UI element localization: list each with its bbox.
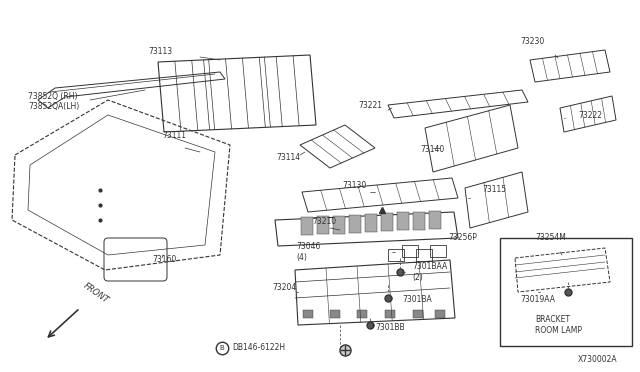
- Bar: [435, 310, 445, 318]
- Text: BRACKET
ROOM LAMP: BRACKET ROOM LAMP: [535, 315, 582, 335]
- Text: X730002A: X730002A: [578, 356, 618, 365]
- Text: 73115: 73115: [482, 186, 506, 195]
- Text: 7301BB: 7301BB: [375, 324, 404, 333]
- Bar: [349, 215, 361, 233]
- Text: 73204: 73204: [272, 283, 296, 292]
- Bar: [429, 211, 441, 229]
- Bar: [413, 310, 423, 318]
- Text: 73130: 73130: [342, 180, 366, 189]
- Text: 73113: 73113: [148, 48, 172, 57]
- Text: 7301BA: 7301BA: [402, 295, 432, 305]
- Bar: [301, 217, 313, 235]
- Text: 73160: 73160: [152, 256, 176, 264]
- Bar: [365, 214, 377, 232]
- Text: 7301BAA
(2): 7301BAA (2): [412, 262, 447, 282]
- Text: 73256P: 73256P: [448, 234, 477, 243]
- Text: B: B: [220, 345, 225, 351]
- Bar: [500, 238, 632, 346]
- Bar: [416, 249, 432, 261]
- Bar: [381, 213, 393, 231]
- Bar: [397, 212, 409, 230]
- Text: DB146-6122H: DB146-6122H: [232, 343, 285, 353]
- Bar: [430, 245, 446, 257]
- Text: 73230: 73230: [520, 38, 544, 46]
- Bar: [333, 216, 345, 234]
- Bar: [303, 310, 313, 318]
- Text: 73221: 73221: [358, 102, 382, 110]
- Bar: [385, 310, 395, 318]
- Bar: [402, 245, 418, 257]
- Text: 73852Q (RH)
73852QA(LH): 73852Q (RH) 73852QA(LH): [28, 92, 79, 111]
- Bar: [357, 310, 367, 318]
- Text: FRONT: FRONT: [82, 281, 111, 305]
- Bar: [330, 310, 340, 318]
- Text: 73114: 73114: [276, 153, 300, 161]
- Bar: [317, 217, 329, 234]
- Text: 73140: 73140: [420, 145, 444, 154]
- Bar: [388, 249, 404, 261]
- Text: 73254M: 73254M: [535, 234, 566, 243]
- Text: 73111: 73111: [162, 131, 186, 140]
- Text: 73222: 73222: [578, 110, 602, 119]
- Bar: [413, 212, 425, 230]
- Text: 73019AA: 73019AA: [520, 295, 555, 305]
- Text: 73046
(4): 73046 (4): [296, 242, 321, 262]
- Text: 73210: 73210: [312, 218, 336, 227]
